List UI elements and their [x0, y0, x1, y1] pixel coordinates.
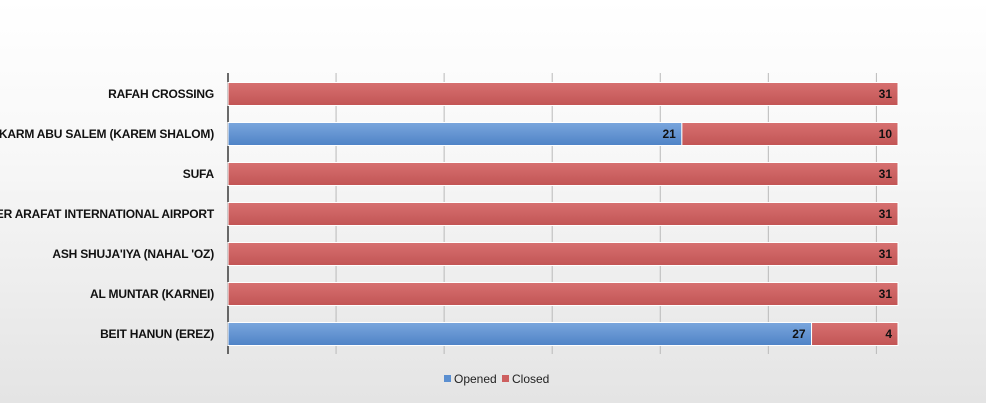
- bar-closed: [227, 162, 899, 186]
- data-label: 31: [879, 247, 893, 261]
- data-label: 27: [792, 327, 806, 341]
- data-label: 10: [879, 127, 893, 141]
- category-label: KARM ABU SALEM (KAREM SHALOM): [0, 127, 214, 141]
- bars: [227, 82, 899, 346]
- bar-opened: [227, 322, 813, 346]
- data-label: 21: [663, 127, 677, 141]
- bar-closed: [227, 202, 899, 226]
- legend: Opened Closed: [444, 372, 549, 386]
- bar-closed: [227, 242, 899, 266]
- labels: RAFAH CROSSING 31 KARM ABU SALEM (KAREM SH…: [0, 87, 892, 341]
- legend-label-closed: Closed: [512, 372, 549, 386]
- data-label: 31: [879, 87, 893, 101]
- bar-closed: [227, 82, 899, 106]
- category-label: YASSER ARAFAT INTERNATIONAL AIRPORT: [0, 207, 215, 221]
- category-label: RAFAH CROSSING: [108, 87, 214, 101]
- category-label: ASH SHUJA'IYA (NAHAL 'OZ): [52, 247, 214, 261]
- bar-closed: [811, 322, 899, 346]
- legend-label-opened: Opened: [454, 372, 497, 386]
- category-label: AL MUNTAR (KARNEI): [90, 287, 214, 301]
- bar-opened: [227, 122, 683, 146]
- data-label: 31: [879, 287, 893, 301]
- data-label: 4: [885, 327, 892, 341]
- bar-closed: [227, 282, 899, 306]
- category-label: BEIT HANUN (EREZ): [100, 327, 214, 341]
- legend-swatch-opened: [444, 375, 451, 382]
- bar-closed: [681, 122, 899, 146]
- category-label: SUFA: [183, 167, 215, 181]
- legend-swatch-closed: [502, 375, 509, 382]
- data-label: 31: [879, 167, 893, 181]
- data-label: 31: [879, 207, 893, 221]
